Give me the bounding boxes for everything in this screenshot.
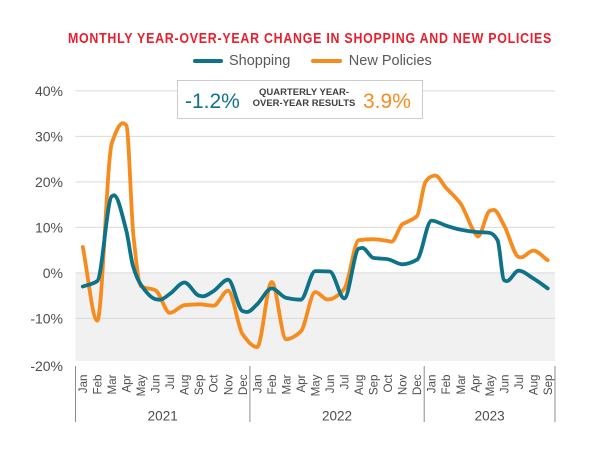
svg-text:Aug: Aug — [353, 375, 366, 396]
svg-text:May: May — [135, 374, 148, 396]
svg-text:Apr: Apr — [295, 374, 308, 392]
svg-text:Aug: Aug — [527, 375, 540, 396]
svg-text:40%: 40% — [35, 83, 63, 99]
svg-text:Feb: Feb — [266, 375, 279, 395]
svg-text:Apr: Apr — [469, 374, 482, 392]
svg-text:Dec: Dec — [237, 374, 250, 395]
svg-text:2023: 2023 — [475, 409, 505, 424]
svg-text:Aug: Aug — [179, 375, 192, 396]
svg-text:Oct: Oct — [382, 374, 395, 393]
svg-text:-10%: -10% — [30, 310, 63, 326]
svg-text:Jun: Jun — [150, 375, 163, 394]
svg-text:Feb: Feb — [92, 375, 105, 395]
svg-text:Jul: Jul — [339, 375, 352, 390]
svg-text:May: May — [309, 374, 322, 396]
svg-text:Jun: Jun — [498, 375, 511, 394]
svg-text:Nov: Nov — [222, 374, 235, 395]
svg-text:Jan: Jan — [251, 375, 264, 394]
svg-text:May: May — [484, 374, 497, 396]
svg-text:Jan: Jan — [426, 375, 439, 394]
svg-text:Nov: Nov — [397, 374, 410, 395]
svg-text:10%: 10% — [35, 219, 63, 235]
svg-text:Oct: Oct — [208, 374, 221, 393]
svg-text:Mar: Mar — [455, 374, 468, 394]
svg-text:Apr: Apr — [121, 374, 134, 392]
svg-text:2022: 2022 — [322, 409, 352, 424]
svg-text:Jul: Jul — [164, 375, 177, 390]
svg-text:Mar: Mar — [280, 374, 293, 394]
svg-text:20%: 20% — [35, 174, 63, 190]
svg-text:Sep: Sep — [368, 375, 381, 396]
svg-text:-20%: -20% — [30, 358, 63, 374]
svg-text:Jun: Jun — [324, 375, 337, 394]
svg-text:0%: 0% — [43, 265, 63, 281]
svg-text:Dec: Dec — [411, 374, 424, 395]
svg-text:Jul: Jul — [513, 375, 526, 390]
svg-text:2021: 2021 — [148, 409, 178, 424]
svg-text:Feb: Feb — [440, 375, 453, 395]
svg-text:Sep: Sep — [542, 375, 555, 396]
svg-text:30%: 30% — [35, 128, 63, 144]
svg-text:Mar: Mar — [106, 374, 119, 394]
svg-text:Sep: Sep — [193, 375, 206, 396]
svg-text:Jan: Jan — [77, 375, 90, 394]
